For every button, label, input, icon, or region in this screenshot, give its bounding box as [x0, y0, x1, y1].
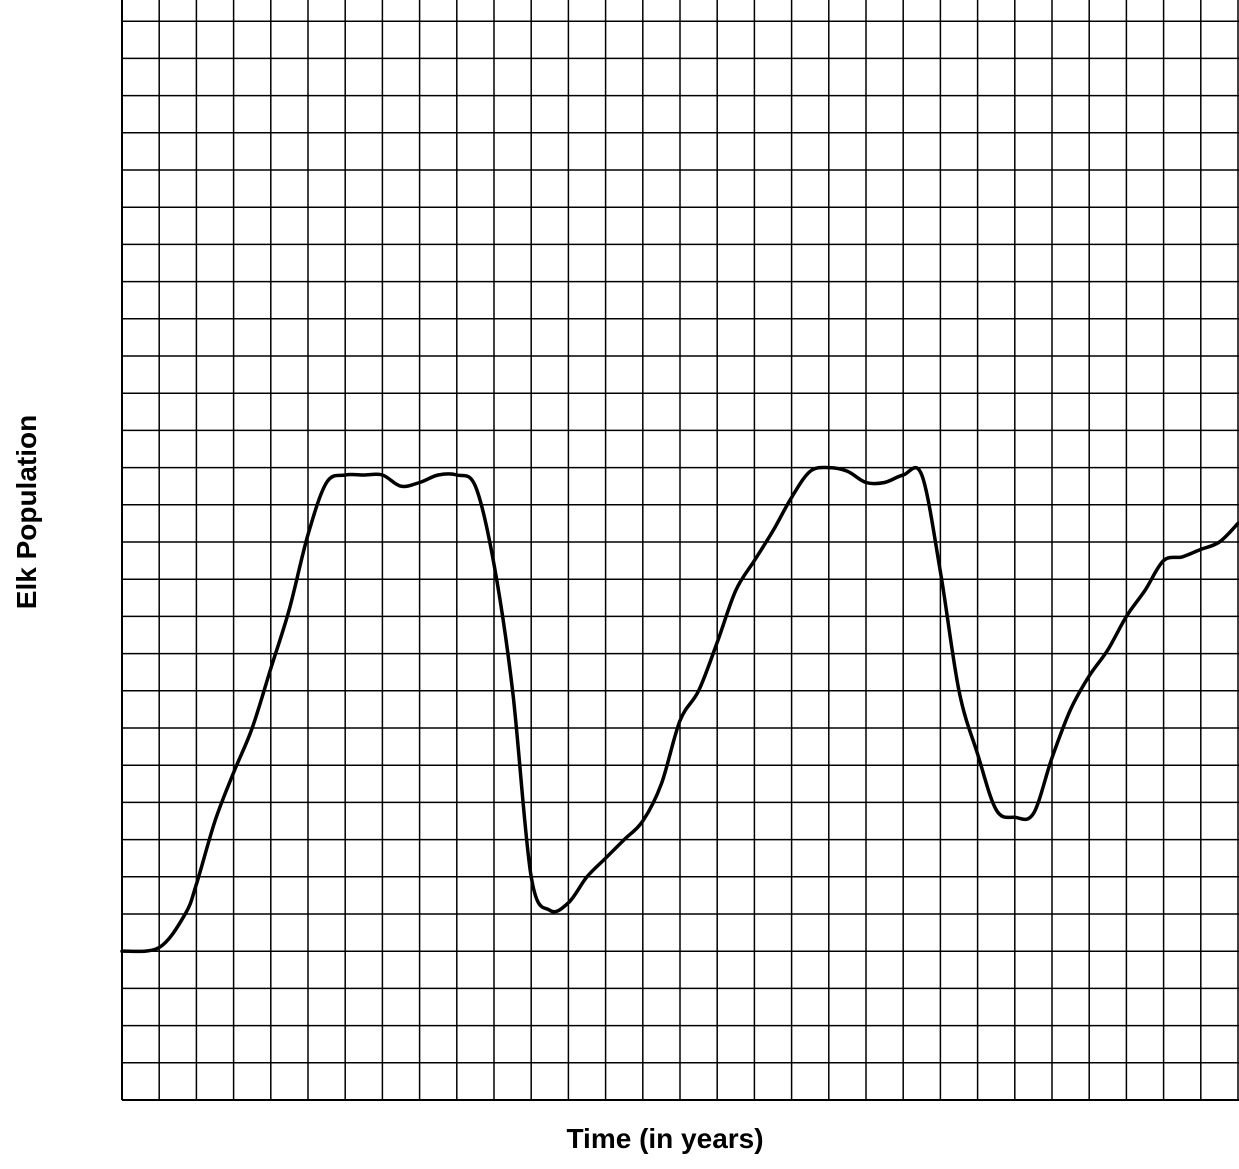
x-axis-label: Time (in years): [566, 1123, 763, 1154]
data-point: [250, 726, 254, 730]
data-point: [157, 946, 161, 950]
data-point: [1013, 815, 1017, 819]
data-point: [325, 481, 329, 485]
data-point: [418, 481, 422, 485]
data-point: [511, 689, 515, 693]
plot-frame: [121, 0, 1239, 1101]
data-point: [1143, 588, 1147, 592]
data-point: [529, 875, 533, 879]
data-point: [566, 901, 570, 905]
data-point: [752, 559, 756, 563]
data-point: [994, 808, 998, 812]
data-point: [362, 473, 366, 477]
data-point: [269, 667, 273, 671]
data-point: [976, 752, 980, 756]
data-point: [343, 473, 347, 477]
data-point: [790, 495, 794, 499]
data-point: [1106, 648, 1110, 652]
data-point: [436, 473, 440, 477]
data-point: [920, 473, 924, 477]
data-point: [380, 473, 384, 477]
data-point: [659, 782, 663, 786]
data-point: [938, 570, 942, 574]
data-point: [1217, 540, 1221, 544]
data-point: [715, 640, 719, 644]
data-point: [622, 838, 626, 842]
data-point: [548, 908, 552, 912]
data-point: [864, 481, 868, 485]
data-point: [1124, 614, 1128, 618]
vertical-gridlines: [121, 0, 1239, 1100]
data-point: [641, 819, 645, 823]
data-point: [287, 607, 291, 611]
data-point: [306, 533, 310, 537]
data-point: [1199, 547, 1203, 551]
data-point: [827, 466, 831, 470]
data-point: [232, 771, 236, 775]
data-point: [1180, 555, 1184, 559]
series-layer: [120, 465, 1239, 954]
series-line-0: [120, 465, 1239, 954]
data-point: [120, 949, 124, 953]
data-point: [194, 882, 198, 886]
data-point: [1162, 559, 1166, 563]
data-point: [455, 473, 459, 477]
data-point: [678, 719, 682, 723]
data-point: [808, 469, 812, 473]
data-point: [585, 875, 589, 879]
data-point: [734, 588, 738, 592]
data-point: [1031, 812, 1035, 816]
data-point: [957, 689, 961, 693]
data-point: [697, 689, 701, 693]
data-point: [399, 484, 403, 488]
data-point: [901, 473, 905, 477]
data-point: [183, 912, 187, 916]
data-point: [213, 819, 217, 823]
data-point: [771, 529, 775, 533]
data-point: [604, 856, 608, 860]
data-point: [1069, 707, 1073, 711]
y-axis-label: Elk Population: [11, 415, 42, 609]
data-point: [845, 469, 849, 473]
horizontal-gridlines: [122, 20, 1239, 1101]
data-point: [1050, 756, 1054, 760]
data-point: [473, 484, 477, 488]
data-point: [492, 562, 496, 566]
data-point: [1087, 674, 1091, 678]
data-point: [883, 481, 887, 485]
